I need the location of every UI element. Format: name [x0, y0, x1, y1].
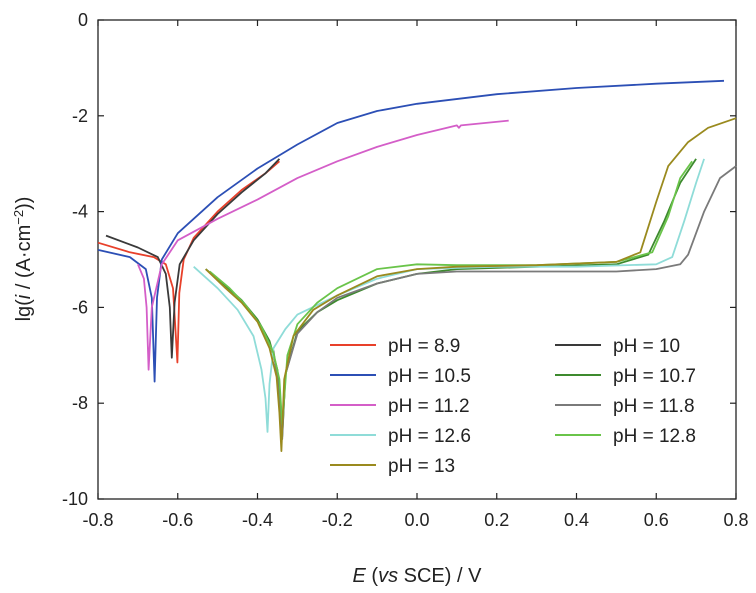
y-axis-title: lg(i / (A·cm−2))	[11, 197, 36, 322]
x-tick-label: -0.4	[242, 510, 273, 530]
x-tick-label: -0.2	[322, 510, 353, 530]
x-tick-label: -0.8	[82, 510, 113, 530]
y-tick-label: -8	[72, 393, 88, 413]
axis-tick-labels: -0.8 -0.6 -0.4 -0.2 0.0 0.2 0.4 0.6 0.8 0 -2 -4 -6 -8…	[62, 10, 749, 530]
legend-label: pH = 11.2	[388, 396, 470, 417]
x-tick-label: 0.2	[484, 510, 509, 530]
data-series	[97, 79, 737, 452]
x-tick-label: -0.6	[162, 510, 193, 530]
x-tick-label: 0.6	[644, 510, 669, 530]
y-tick-label: -4	[72, 202, 88, 222]
y-tick-label: -2	[72, 106, 88, 126]
series-line-2	[97, 79, 725, 383]
legend-label: pH = 8.9	[388, 336, 460, 357]
axis-ticks	[97, 19, 737, 500]
x-tick-label: 0.0	[404, 510, 429, 530]
series-line-0	[97, 160, 280, 364]
legend: pH = 8.9 pH = 10 pH = 10.5 pH = 10.7 pH = 11…	[330, 336, 696, 477]
legend-label: pH = 10.7	[613, 366, 696, 387]
legend-label: pH = 12.6	[388, 426, 471, 447]
x-tick-label: 0.4	[564, 510, 589, 530]
series-line-4	[137, 119, 509, 371]
y-tick-label: 0	[78, 10, 88, 30]
series-line-1	[105, 158, 281, 359]
series-line-7	[209, 160, 693, 426]
x-tick-label: 0.8	[723, 510, 748, 530]
legend-label: pH = 10.5	[388, 366, 471, 387]
series-line-8	[205, 117, 737, 452]
legend-label: pH = 12.8	[613, 426, 696, 447]
y-tick-label: -10	[62, 489, 88, 509]
series-line-6	[193, 158, 705, 433]
x-axis-title: E (vs SCE) / V	[353, 565, 483, 587]
legend-label: pH = 11.8	[613, 396, 695, 417]
legend-label: pH = 10	[613, 336, 680, 357]
legend-label: pH = 13	[388, 456, 455, 477]
y-tick-label: -6	[72, 297, 88, 317]
